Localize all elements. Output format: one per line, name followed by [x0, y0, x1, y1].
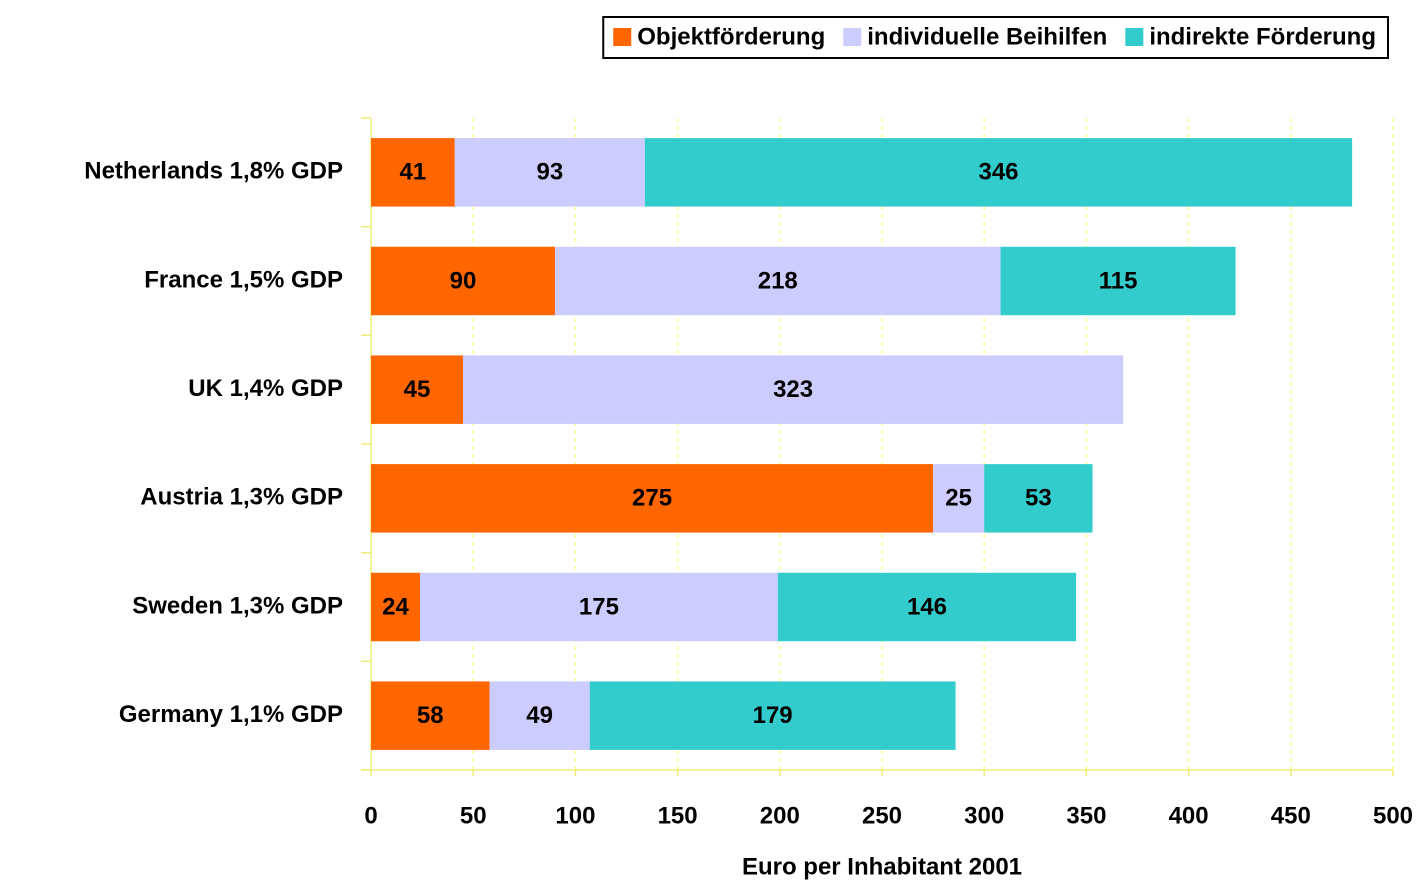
y-tick-label: Sweden 1,3% GDP — [132, 592, 343, 619]
bar-segment — [371, 464, 934, 533]
bar-segment — [462, 355, 1124, 424]
value-label: 179 — [753, 702, 793, 729]
value-label: 90 — [450, 267, 477, 294]
bar-segment — [644, 138, 1353, 207]
x-tick-label: 400 — [1169, 802, 1209, 829]
bar-segment — [777, 572, 1077, 642]
bar-segment — [933, 464, 985, 533]
bar-segment — [420, 572, 778, 642]
y-tick-label: Netherlands 1,8% GDP — [84, 158, 343, 185]
value-label: 58 — [417, 702, 444, 729]
x-tick-label: 350 — [1066, 802, 1106, 829]
x-tick-label: 100 — [555, 802, 595, 829]
legend-swatch — [843, 28, 862, 46]
value-label: 115 — [1099, 267, 1138, 294]
value-label: 146 — [907, 593, 947, 620]
y-tick-label: UK 1,4% GDP — [188, 375, 343, 402]
legend: Objektförderung individuelle Beihilfen ind… — [602, 16, 1389, 59]
value-label: 41 — [400, 159, 427, 186]
bar-segment — [1000, 246, 1236, 316]
x-tick-label: 50 — [460, 802, 487, 829]
bar-segment — [554, 246, 1001, 316]
value-label: 93 — [536, 159, 563, 186]
bar-segment — [454, 138, 645, 207]
value-label: 24 — [382, 593, 409, 620]
x-tick-label: 450 — [1271, 802, 1311, 829]
bar-segment — [489, 681, 590, 750]
y-tick-label: France 1,5% GDP — [144, 266, 343, 293]
bar-segment — [371, 355, 463, 424]
y-tick-label: Germany 1,1% GDP — [119, 701, 343, 728]
value-label: 49 — [526, 702, 553, 729]
bar-segment — [371, 138, 455, 207]
x-tick-label: 500 — [1373, 802, 1413, 829]
value-label: 275 — [632, 485, 672, 512]
value-label: 45 — [404, 376, 431, 403]
legend-label: indirekte Förderung — [1149, 23, 1376, 50]
y-tick-label: Austria 1,3% GDP — [140, 484, 343, 511]
legend-label: individuelle Beihilfen — [867, 23, 1107, 50]
value-label: 25 — [945, 485, 972, 512]
value-label: 346 — [978, 159, 1018, 186]
legend-label: Objektförderung — [637, 23, 825, 50]
x-tick-label: 250 — [862, 802, 902, 829]
bar-segment — [984, 464, 1093, 533]
x-tick-label: 300 — [964, 802, 1004, 829]
bar-segment — [589, 681, 956, 750]
legend-box — [602, 16, 1389, 59]
value-label: 175 — [579, 593, 619, 620]
x-tick-label: 0 — [364, 802, 377, 829]
legend-swatch — [1125, 28, 1144, 46]
legend-swatch — [613, 28, 632, 46]
bar-segment — [371, 572, 421, 642]
x-axis-title: Euro per Inhabitant 2001 — [742, 853, 1022, 880]
x-tick-label: 150 — [658, 802, 698, 829]
bar-segment — [371, 246, 555, 316]
x-tick-label: 200 — [760, 802, 800, 829]
value-label: 323 — [773, 376, 813, 403]
value-label: 53 — [1025, 485, 1052, 512]
bar-segment — [371, 681, 490, 750]
value-label: 218 — [758, 267, 798, 294]
